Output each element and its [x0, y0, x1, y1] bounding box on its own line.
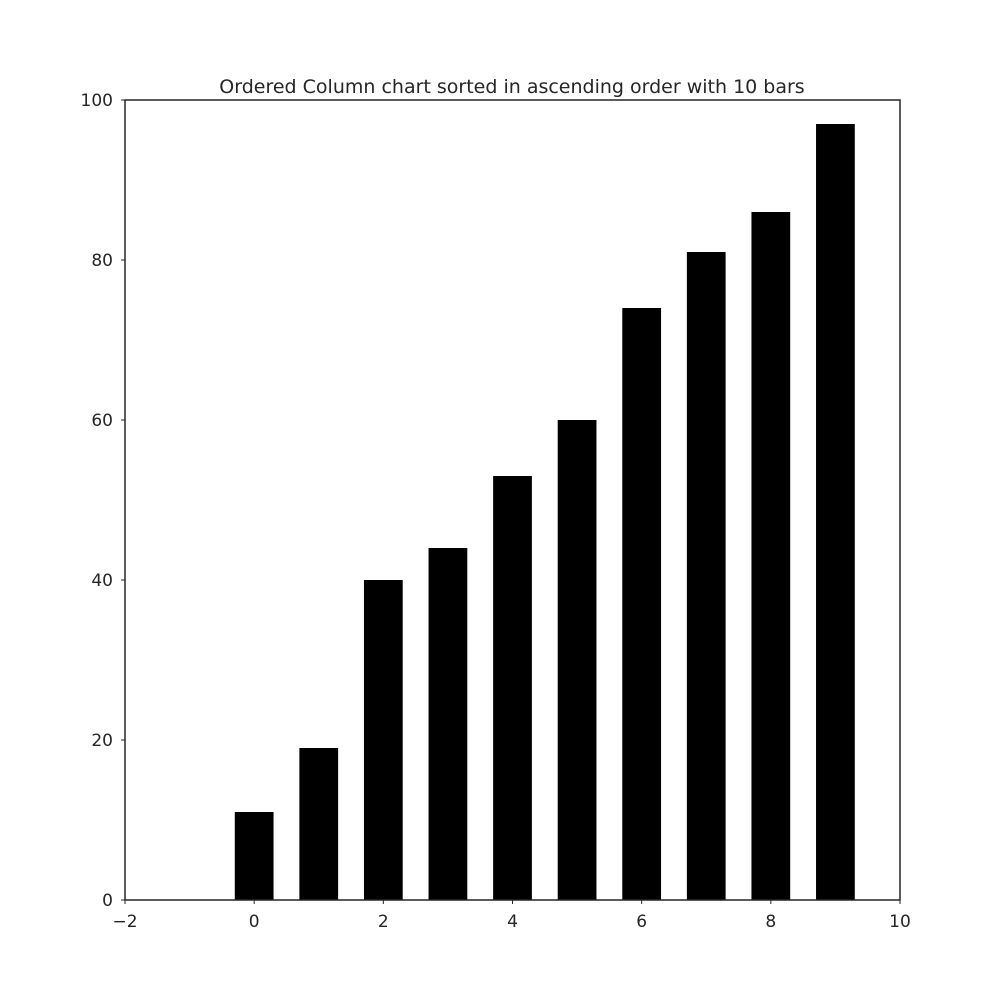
bar-0: [234, 812, 274, 900]
bar-6: [622, 308, 662, 900]
y-tick-label: 100: [81, 91, 113, 111]
x-tick-label: −2: [112, 912, 137, 932]
bar-9: [816, 124, 855, 900]
x-tick-label: 10: [889, 912, 911, 932]
bar-1: [299, 748, 339, 900]
x-tick-label: 6: [636, 912, 647, 932]
plot-frame: [124, 99, 901, 901]
bar-5: [557, 420, 597, 900]
x-tick-label: 8: [765, 912, 776, 932]
bar-7: [686, 252, 726, 900]
x-tick-label: 2: [378, 912, 389, 932]
bar-3: [428, 548, 468, 900]
bar-8: [751, 212, 791, 900]
x-tick-label: 0: [249, 912, 260, 932]
y-tick-label: 60: [91, 411, 113, 431]
x-tick-label: 4: [507, 912, 518, 932]
y-tick-label: 0: [102, 891, 113, 911]
bar-4: [493, 476, 532, 900]
y-tick-label: 20: [91, 731, 113, 751]
y-tick-label: 80: [91, 251, 113, 271]
x-axis-ticks: −2 0 2 4 6 8 10: [112, 900, 911, 932]
y-axis-ticks: 0 20 40 60 80 100: [81, 91, 125, 911]
bars-layer: [234, 124, 855, 900]
y-tick-label: 40: [91, 571, 113, 591]
bar-2: [363, 580, 403, 900]
chart-title: Ordered Column chart sorted in ascending…: [219, 76, 804, 98]
